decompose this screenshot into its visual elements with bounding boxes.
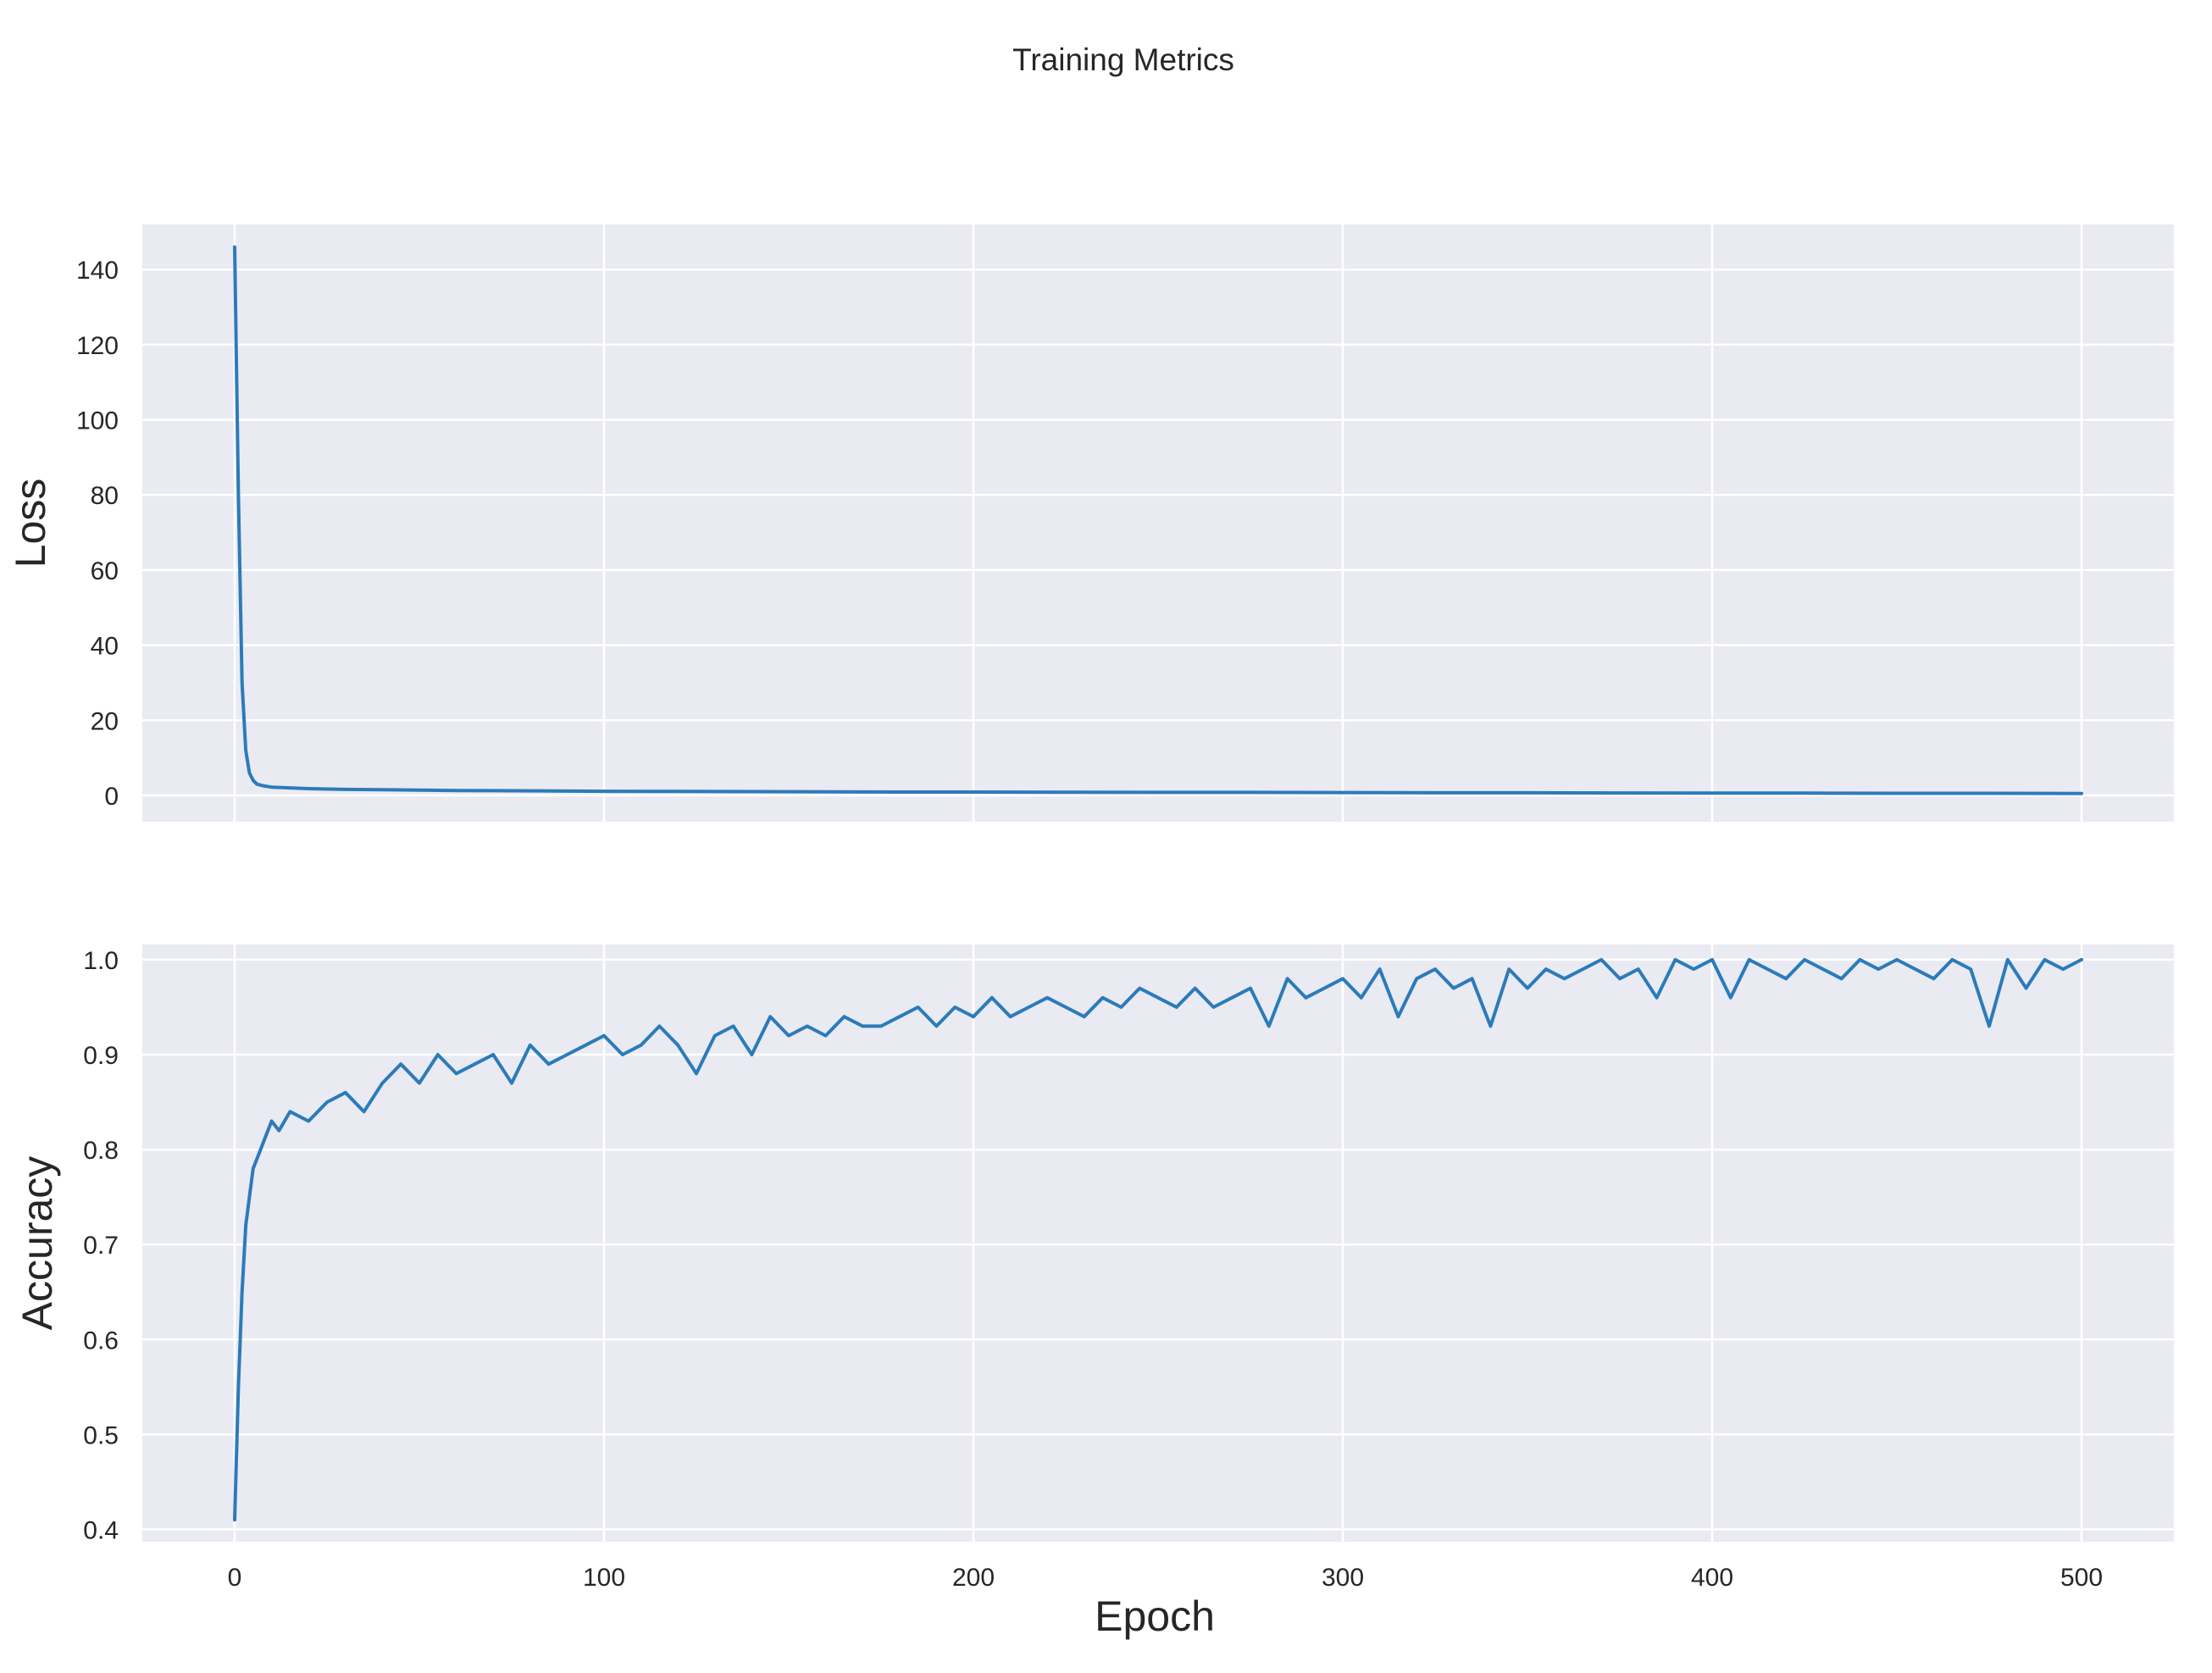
loss-axis-title: Loss: [7, 479, 54, 568]
figure-title: Training Metrics: [1012, 42, 1234, 77]
accuracy-series-line: [233, 957, 2083, 1522]
y-tick-label: 0.4: [83, 1516, 119, 1544]
x-tick-label: 400: [1691, 1564, 1733, 1592]
y-tick-label: 60: [91, 557, 119, 585]
y-tick-label: 40: [91, 633, 119, 661]
x-axis-title: Epoch: [1095, 1593, 1215, 1640]
y-tick-label: 0.6: [83, 1327, 119, 1354]
x-tick-label: 200: [952, 1564, 995, 1592]
y-tick-label: 0.5: [83, 1421, 119, 1449]
accuracy-axis-title: Accuracy: [14, 1156, 61, 1331]
y-tick-label: 100: [76, 407, 119, 435]
y-tick-label: 0: [104, 783, 119, 811]
y-tick-label: 140: [76, 257, 119, 285]
y-tick-label: 0.7: [83, 1232, 119, 1260]
x-tick-label: 100: [583, 1564, 625, 1592]
x-tick-label: 300: [1322, 1564, 1364, 1592]
y-tick-label: 1.0: [83, 947, 119, 975]
x-tick-label: 0: [228, 1564, 242, 1592]
y-tick-label: 0.8: [83, 1137, 119, 1165]
plot-area-background: [142, 224, 2174, 822]
y-tick-label: 80: [91, 482, 119, 510]
y-tick-label: 120: [76, 332, 119, 360]
loss-series-line: [233, 245, 2083, 795]
y-tick-label: 20: [91, 707, 119, 735]
x-tick-label: 500: [2060, 1564, 2103, 1592]
y-tick-label: 0.9: [83, 1042, 119, 1070]
accuracy-panel: 0.4 0.5 0.6 0.7 0.8 0.9 1.0 0 100 200 300 400 500 Acc…: [14, 945, 2174, 1592]
loss-panel: 0 20 40 60 80 100 120 140 Loss: [7, 224, 2174, 822]
plot-area-background: [142, 945, 2174, 1542]
